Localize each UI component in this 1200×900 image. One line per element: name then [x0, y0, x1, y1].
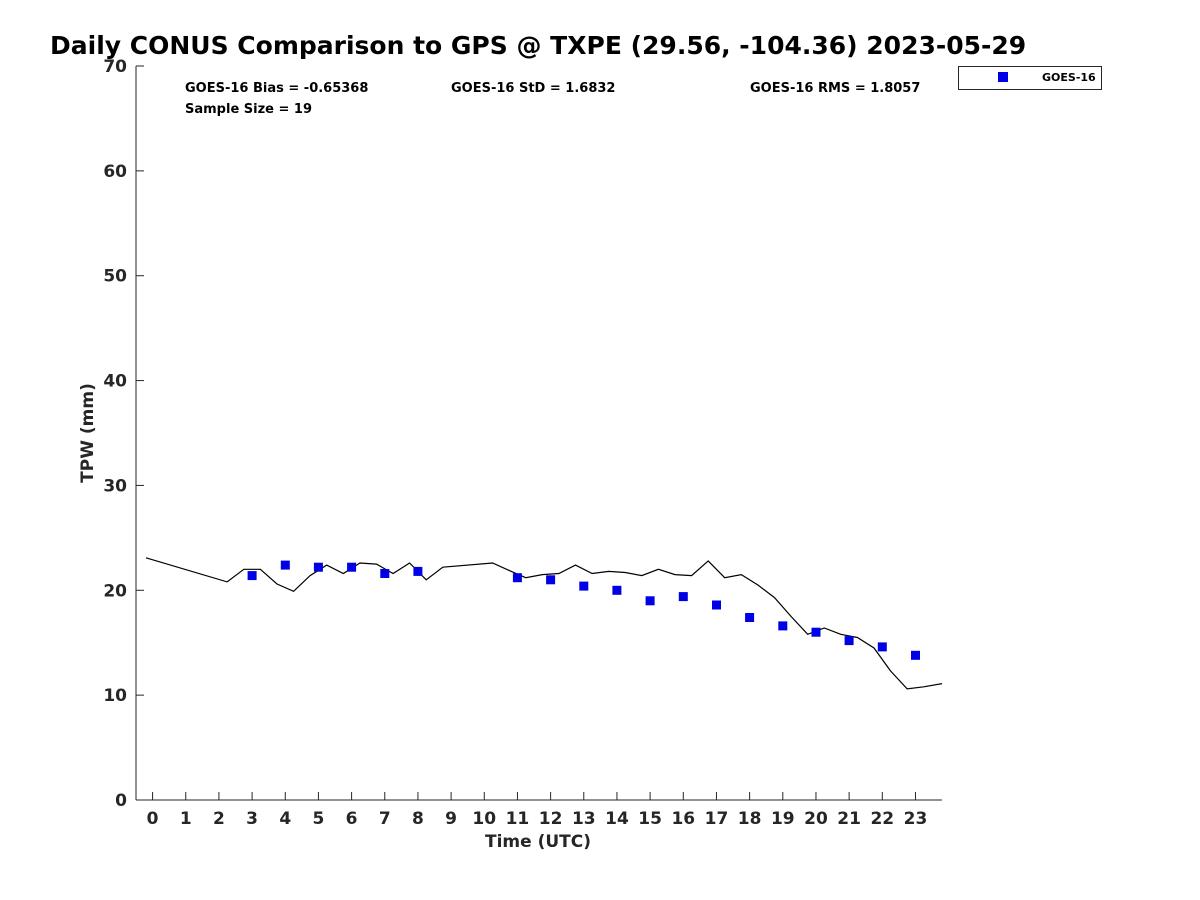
x-tick-label: 0 — [147, 809, 159, 829]
x-tick-label: 12 — [539, 809, 563, 829]
x-tick-label: 19 — [771, 809, 795, 829]
x-tick-label: 16 — [671, 809, 695, 829]
goes16-point — [579, 581, 589, 591]
y-tick-label: 0 — [115, 791, 127, 811]
x-tick-label: 23 — [904, 809, 928, 829]
goes16-point — [512, 573, 522, 583]
x-tick-label: 3 — [246, 809, 258, 829]
x-tick-label: 1 — [180, 809, 192, 829]
x-tick-label: 6 — [346, 809, 358, 829]
x-tick-label: 7 — [379, 809, 391, 829]
x-tick-label: 8 — [412, 809, 424, 829]
y-ticks: 0 10 20 30 40 50 60 70 — [103, 57, 144, 811]
x-tick-label: 17 — [705, 809, 729, 829]
y-axis-label: TPW (mm) — [78, 383, 98, 483]
x-tick-label: 10 — [472, 809, 496, 829]
goes16-point — [546, 575, 556, 585]
x-tick-label: 9 — [445, 809, 457, 829]
legend: GOES-16 — [958, 66, 1102, 90]
y-tick-label: 60 — [103, 162, 127, 182]
goes16-point — [712, 600, 721, 610]
x-tick-label: 4 — [279, 809, 291, 829]
x-tick-label: 13 — [572, 809, 596, 829]
goes16-point — [313, 562, 323, 572]
x-tick-label: 11 — [506, 809, 530, 829]
x-tick-label: 15 — [638, 809, 662, 829]
goes16-point — [280, 560, 290, 570]
goes16-point — [413, 566, 423, 576]
goes16-point — [778, 621, 788, 631]
y-tick-label: 20 — [103, 581, 127, 601]
gps-series-line — [145, 557, 943, 690]
goes16-point — [347, 562, 357, 572]
stat-sample-size: Sample Size = 19 — [185, 102, 312, 117]
stat-rms: GOES-16 RMS = 1.8057 — [750, 81, 920, 96]
goes16-point — [380, 569, 390, 578]
y-tick-label: 10 — [103, 686, 127, 706]
series-layer — [145, 557, 943, 690]
y-tick-label: 40 — [103, 372, 127, 392]
chart-title: Daily CONUS Comparison to GPS @ TXPE (29… — [50, 31, 1026, 60]
x-tick-label: 2 — [213, 809, 225, 829]
x-tick-label: 14 — [605, 809, 629, 829]
x-tick-label: 20 — [804, 809, 828, 829]
y-tick-label: 70 — [103, 57, 127, 77]
legend-label-goes16: GOES-16 — [1042, 71, 1096, 84]
y-tick-label: 50 — [103, 267, 127, 287]
goes16-point — [745, 613, 755, 622]
x-ticks: 0 1 2 3 4 5 6 7 8 9 10 11 12 13 14 15 16 17 18 19 20 21 22 23 — [147, 792, 928, 829]
legend-marker-goes16 — [998, 72, 1008, 82]
legend-box — [958, 66, 1102, 90]
goes16-point — [678, 592, 688, 602]
goes16-point — [612, 585, 622, 595]
goes16-point — [844, 636, 854, 646]
goes16-point — [247, 571, 257, 581]
goes16-point — [811, 627, 821, 637]
goes16-point — [877, 642, 887, 652]
x-axis-label: Time (UTC) — [485, 832, 591, 852]
y-tick-label: 30 — [103, 476, 127, 496]
stat-bias: GOES-16 Bias = -0.65368 — [185, 81, 368, 96]
x-tick-label: 21 — [837, 809, 861, 829]
goes16-point — [645, 596, 655, 606]
x-tick-label: 18 — [738, 809, 762, 829]
stat-std: GOES-16 StD = 1.6832 — [451, 81, 615, 96]
x-tick-label: 5 — [313, 809, 325, 829]
goes16-point — [911, 650, 920, 660]
x-tick-label: 22 — [870, 809, 894, 829]
